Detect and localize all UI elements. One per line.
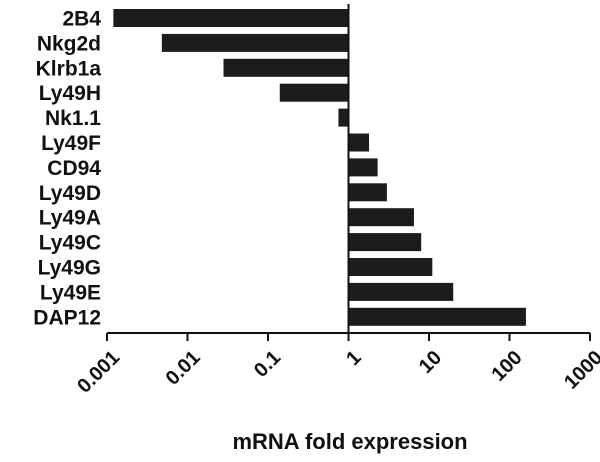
- category-label: 2B4: [62, 8, 101, 31]
- bar-ly49a: [348, 208, 414, 227]
- category-label: Ly49H: [39, 82, 101, 105]
- category-label: Ly49G: [38, 257, 101, 280]
- bar-ly49d: [348, 183, 387, 202]
- x-tick-label: 100: [487, 347, 526, 386]
- category-label: Klrb1a: [36, 57, 102, 80]
- bar-ly49f: [348, 133, 370, 152]
- bar-cd94: [348, 158, 378, 177]
- category-label: CD94: [47, 157, 101, 180]
- category-label: Ly49A: [39, 207, 101, 230]
- bar-dap12: [348, 307, 526, 326]
- bar-nkg2d: [161, 33, 349, 52]
- bar-ly49c: [348, 233, 422, 252]
- category-labels: 2B4Nkg2dKlrb1aLy49HNk1.1Ly49FCD94Ly49DLy…: [33, 8, 101, 330]
- category-label: Ly49E: [40, 281, 101, 304]
- x-tick-label: 0.001: [73, 347, 124, 398]
- bar-ly49e: [348, 282, 454, 301]
- category-label: DAP12: [33, 306, 101, 329]
- x-axis-ticks: 0.001 0.01 0.1 1 10 100 1000: [73, 333, 600, 398]
- x-tick-label: 1: [342, 347, 365, 370]
- bar-2b4: [113, 9, 349, 27]
- x-tick-label: 0.1: [250, 347, 285, 382]
- category-label: Ly49F: [41, 132, 101, 155]
- category-label: Nk1.1: [45, 107, 101, 130]
- category-label: Ly49D: [39, 182, 101, 205]
- x-tick-label: 1000: [560, 347, 600, 394]
- bar-ly49h: [279, 83, 349, 102]
- category-label: Nkg2d: [37, 32, 101, 55]
- bar-nk1-1: [338, 108, 349, 127]
- x-tick-label: 0.01: [162, 347, 205, 390]
- category-label: Ly49C: [39, 232, 101, 255]
- bar-ly49g: [348, 258, 433, 276]
- x-tick-label: 10: [415, 347, 446, 378]
- bars-group: [113, 9, 526, 326]
- bar-klrb1a: [223, 58, 349, 77]
- x-axis-title: mRNA fold expression: [232, 429, 467, 454]
